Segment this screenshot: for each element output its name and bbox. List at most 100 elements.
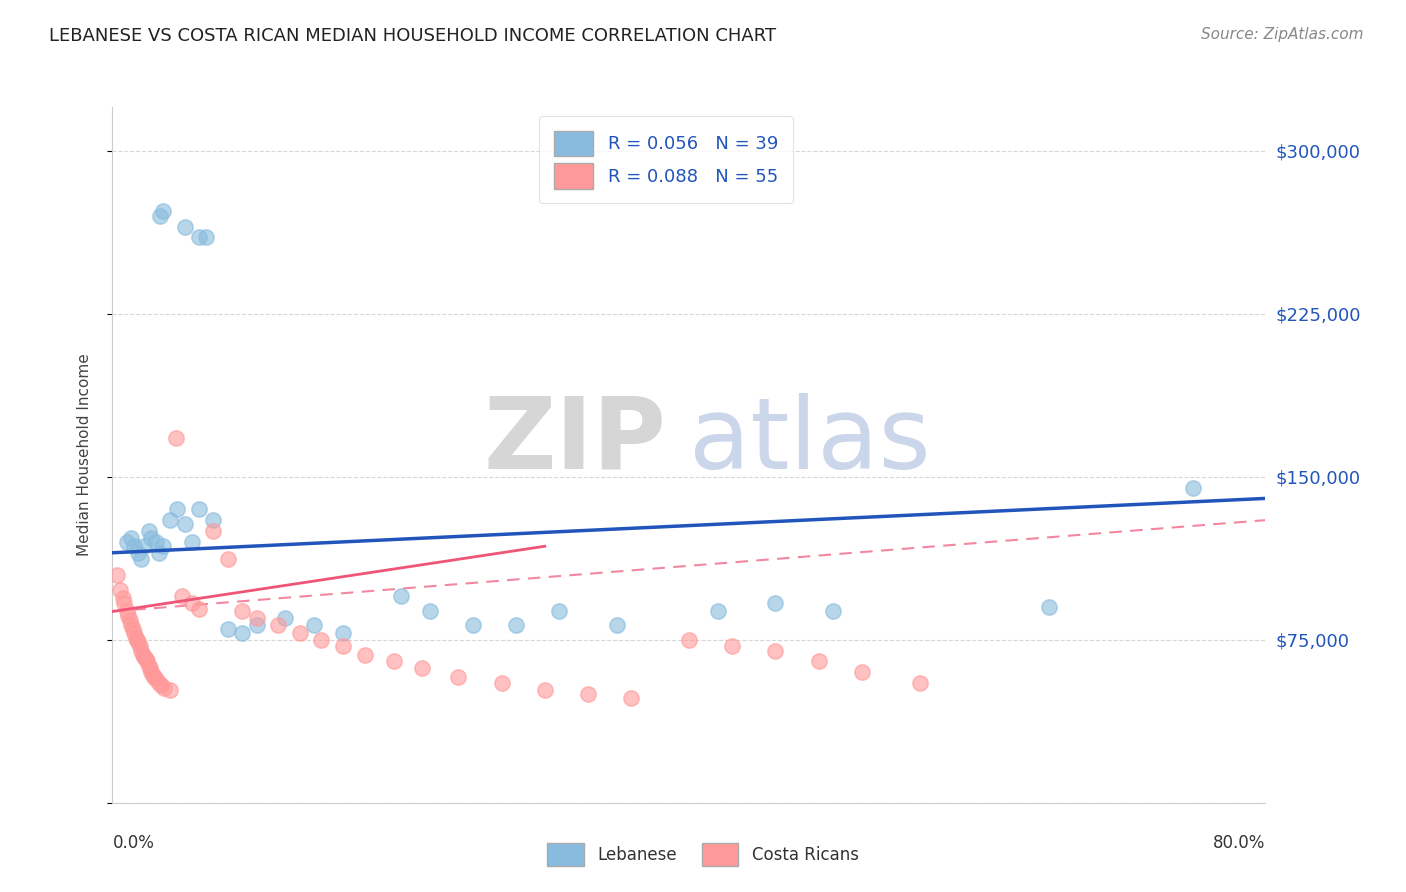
- Point: [139, 661, 162, 675]
- Point: [606, 617, 628, 632]
- Point: [129, 552, 153, 566]
- Point: [332, 639, 354, 653]
- Point: [115, 535, 138, 549]
- Point: [188, 502, 211, 516]
- Point: [267, 617, 290, 632]
- Point: [311, 632, 333, 647]
- Point: [706, 605, 728, 619]
- Point: [419, 605, 441, 619]
- Point: [807, 655, 830, 669]
- Point: [138, 658, 160, 673]
- Point: [134, 539, 156, 553]
- Text: LEBANESE VS COSTA RICAN MEDIAN HOUSEHOLD INCOME CORRELATION CHART: LEBANESE VS COSTA RICAN MEDIAN HOUSEHOLD…: [49, 27, 776, 45]
- Point: [166, 502, 188, 516]
- Point: [765, 596, 787, 610]
- Legend: R = 0.056   N = 39, R = 0.088   N = 55: R = 0.056 N = 39, R = 0.088 N = 55: [538, 116, 793, 203]
- Point: [533, 682, 555, 697]
- Point: [389, 589, 412, 603]
- Point: [143, 670, 166, 684]
- Point: [382, 655, 405, 669]
- Point: [548, 605, 571, 619]
- Point: [145, 672, 167, 686]
- Point: [165, 431, 187, 445]
- Point: [173, 517, 195, 532]
- Point: [304, 617, 326, 632]
- Point: [721, 639, 744, 653]
- Point: [173, 219, 195, 234]
- Point: [231, 605, 253, 619]
- Point: [245, 617, 267, 632]
- Point: [491, 676, 513, 690]
- Point: [153, 681, 176, 695]
- Point: [620, 691, 643, 706]
- Point: [117, 608, 139, 623]
- Point: [180, 596, 202, 610]
- Text: atlas: atlas: [689, 392, 931, 490]
- Point: [188, 230, 211, 244]
- Point: [148, 546, 170, 560]
- Point: [1182, 481, 1205, 495]
- Point: [231, 626, 253, 640]
- Point: [152, 539, 174, 553]
- Point: [447, 670, 470, 684]
- Point: [152, 204, 174, 219]
- Point: [115, 605, 138, 619]
- Point: [678, 632, 700, 647]
- Point: [118, 613, 141, 627]
- Point: [202, 513, 225, 527]
- Point: [120, 531, 142, 545]
- Text: ZIP: ZIP: [484, 392, 666, 490]
- Point: [353, 648, 375, 662]
- Point: [112, 596, 135, 610]
- Point: [821, 605, 844, 619]
- Point: [121, 622, 143, 636]
- Point: [288, 626, 311, 640]
- Point: [1038, 600, 1060, 615]
- Point: [202, 524, 225, 538]
- Point: [132, 648, 155, 662]
- Point: [274, 611, 297, 625]
- Point: [142, 667, 165, 681]
- Y-axis label: Median Household Income: Median Household Income: [77, 353, 91, 557]
- Text: 0.0%: 0.0%: [112, 834, 155, 852]
- Point: [108, 582, 131, 597]
- Point: [138, 524, 160, 538]
- Point: [135, 652, 157, 666]
- Point: [180, 535, 202, 549]
- Point: [461, 617, 484, 632]
- Text: Source: ZipAtlas.com: Source: ZipAtlas.com: [1201, 27, 1364, 42]
- Point: [332, 626, 354, 640]
- Point: [195, 230, 218, 244]
- Point: [125, 632, 148, 647]
- Point: [851, 665, 873, 680]
- Point: [134, 650, 156, 665]
- Point: [148, 676, 170, 690]
- Point: [105, 567, 128, 582]
- Point: [128, 639, 150, 653]
- Point: [141, 665, 163, 680]
- Point: [505, 617, 527, 632]
- Point: [170, 589, 193, 603]
- Point: [411, 661, 433, 675]
- Point: [159, 513, 181, 527]
- Point: [111, 591, 134, 606]
- Text: 80.0%: 80.0%: [1213, 834, 1265, 852]
- Point: [127, 635, 149, 649]
- Point: [129, 643, 153, 657]
- Point: [245, 611, 267, 625]
- Point: [150, 678, 173, 692]
- Point: [124, 631, 146, 645]
- Point: [122, 626, 145, 640]
- Point: [159, 682, 181, 697]
- Point: [576, 687, 599, 701]
- Point: [217, 622, 239, 636]
- Point: [141, 531, 163, 545]
- Point: [908, 676, 931, 690]
- Point: [188, 602, 211, 616]
- Point: [145, 535, 167, 549]
- Point: [127, 546, 149, 560]
- Point: [765, 643, 787, 657]
- Point: [149, 209, 172, 223]
- Point: [122, 539, 145, 553]
- Point: [217, 552, 239, 566]
